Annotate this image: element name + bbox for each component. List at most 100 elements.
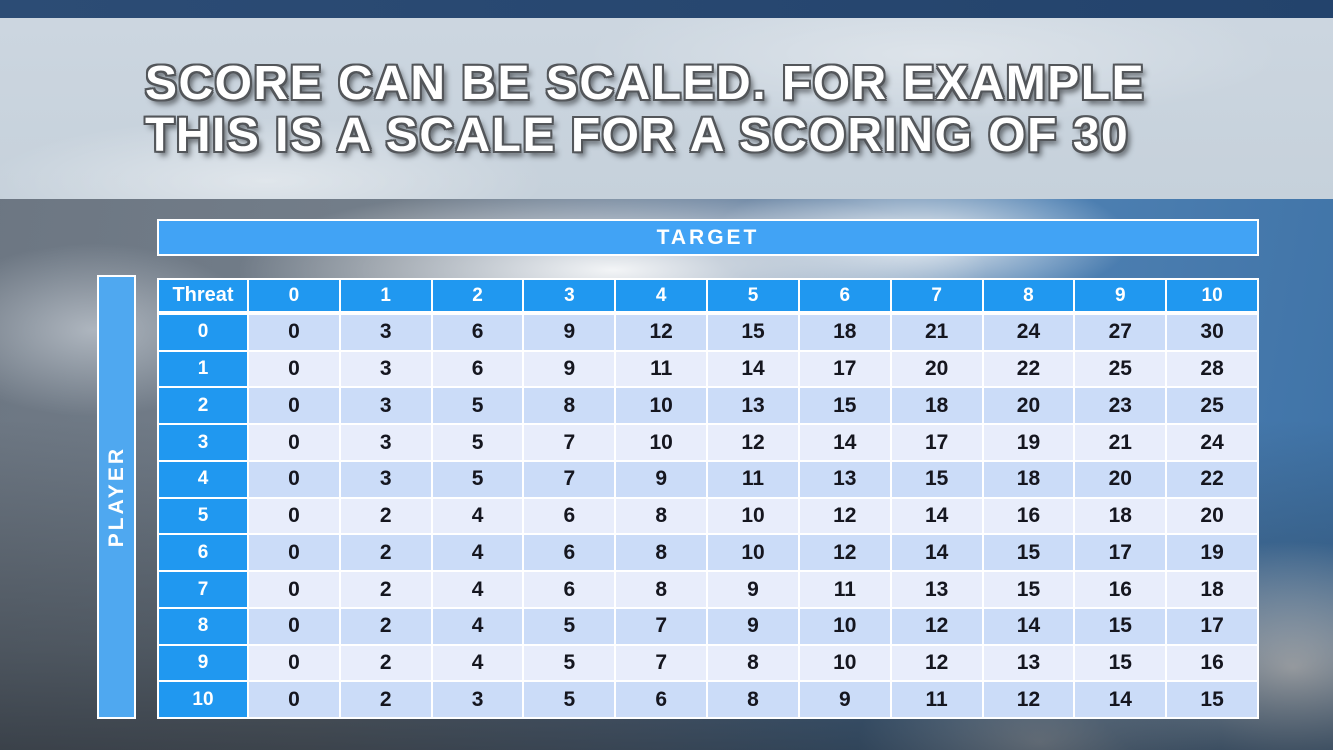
score-cell: 0 — [249, 388, 339, 424]
score-cell: 17 — [891, 425, 982, 460]
score-cell: 13 — [708, 388, 798, 424]
score-cell: 8 — [616, 535, 707, 571]
score-cell: 12 — [891, 645, 982, 681]
table-row: 6 0 2 4 6 8 10 12 14 15 17 19 — [159, 535, 1257, 571]
score-cell: 9 — [524, 315, 615, 350]
score-cell: 4 — [432, 645, 523, 681]
slide-title-line-1: SCORE CAN BE SCALED. FOR EXAMPLE — [145, 57, 1146, 110]
score-cell: 14 — [983, 608, 1074, 644]
score-table: Threat 0 1 2 3 4 5 6 7 8 9 10 0 0 3 6 9 12 15 18 21 24 27 30 1 0 3… — [157, 278, 1259, 719]
score-cell: 28 — [1167, 351, 1257, 387]
score-cell: 3 — [432, 682, 523, 718]
row-header-cell: 10 — [159, 682, 247, 718]
table-row: 1 0 3 6 9 11 14 17 20 22 25 28 — [159, 351, 1257, 387]
column-header-cell: 8 — [983, 280, 1074, 311]
score-cell: 6 — [524, 498, 615, 534]
score-cell: 0 — [249, 682, 339, 718]
score-cell: 2 — [340, 645, 431, 681]
slide-title-line-2: THIS IS A SCALE FOR A SCORING OF 30 — [145, 109, 1130, 162]
score-cell: 2 — [340, 572, 431, 607]
score-cell: 18 — [983, 461, 1074, 497]
score-cell: 7 — [524, 461, 615, 497]
row-header-cell: 2 — [159, 388, 247, 424]
player-axis-header: PLAYER — [97, 275, 136, 719]
score-cell: 17 — [1167, 608, 1257, 644]
table-row: 7 0 2 4 6 8 9 11 13 15 16 18 — [159, 572, 1257, 607]
score-cell: 11 — [891, 682, 982, 718]
score-cell: 8 — [524, 388, 615, 424]
score-cell: 22 — [983, 351, 1074, 387]
column-header-cell: 0 — [249, 280, 339, 311]
score-cell: 15 — [983, 535, 1074, 571]
score-cell: 18 — [799, 315, 890, 350]
table-row: 8 0 2 4 5 7 9 10 12 14 15 17 — [159, 608, 1257, 644]
column-header-cell: 2 — [432, 280, 523, 311]
score-cell: 13 — [891, 572, 982, 607]
score-cell: 25 — [1167, 388, 1257, 424]
score-cell: 25 — [1075, 351, 1166, 387]
score-cell: 4 — [432, 608, 523, 644]
score-cell: 4 — [432, 572, 523, 607]
score-cell: 4 — [432, 535, 523, 571]
score-cell: 12 — [799, 498, 890, 534]
score-cell: 8 — [616, 498, 707, 534]
row-header-cell: 3 — [159, 425, 247, 460]
score-cell: 6 — [616, 682, 707, 718]
table-row: 0 0 3 6 9 12 15 18 21 24 27 30 — [159, 315, 1257, 350]
score-cell: 14 — [891, 535, 982, 571]
score-cell: 5 — [524, 682, 615, 718]
score-cell: 13 — [799, 461, 890, 497]
score-cell: 2 — [340, 608, 431, 644]
score-cell: 12 — [799, 535, 890, 571]
score-cell: 2 — [340, 498, 431, 534]
score-cell: 22 — [1167, 461, 1257, 497]
score-cell: 11 — [708, 461, 798, 497]
score-cell: 5 — [524, 645, 615, 681]
score-cell: 18 — [891, 388, 982, 424]
score-cell: 10 — [616, 388, 707, 424]
row-header-cell: 5 — [159, 498, 247, 534]
score-cell: 27 — [1075, 315, 1166, 350]
score-cell: 3 — [340, 388, 431, 424]
score-cell: 23 — [1075, 388, 1166, 424]
score-cell: 12 — [891, 608, 982, 644]
score-cell: 15 — [1075, 645, 1166, 681]
row-header-cell: 0 — [159, 315, 247, 350]
score-cell: 9 — [799, 682, 890, 718]
score-cell: 5 — [524, 608, 615, 644]
score-cell: 3 — [340, 315, 431, 350]
row-header-cell: 1 — [159, 351, 247, 387]
score-cell: 7 — [616, 645, 707, 681]
title-band: SCORE CAN BE SCALED. FOR EXAMPLE THIS IS… — [0, 18, 1333, 199]
score-cell: 3 — [340, 461, 431, 497]
score-cell: 0 — [249, 351, 339, 387]
score-cell: 2 — [340, 535, 431, 571]
score-cell: 24 — [1167, 425, 1257, 460]
score-cell: 5 — [432, 461, 523, 497]
table-row: 10 0 2 3 5 6 8 9 11 12 14 15 — [159, 682, 1257, 718]
score-cell: 12 — [708, 425, 798, 460]
score-cell: 7 — [616, 608, 707, 644]
column-header-cell: 5 — [708, 280, 798, 311]
score-cell: 15 — [891, 461, 982, 497]
score-cell: 8 — [708, 645, 798, 681]
score-cell: 10 — [708, 535, 798, 571]
column-header-cell: 3 — [524, 280, 615, 311]
score-cell: 15 — [1167, 682, 1257, 718]
score-cell: 3 — [340, 351, 431, 387]
score-cell: 0 — [249, 498, 339, 534]
score-cell: 14 — [708, 351, 798, 387]
column-header-cell: 10 — [1167, 280, 1257, 311]
score-cell: 20 — [1167, 498, 1257, 534]
score-cell: 19 — [1167, 535, 1257, 571]
score-cell: 15 — [799, 388, 890, 424]
score-cell: 8 — [708, 682, 798, 718]
score-cell: 6 — [432, 351, 523, 387]
column-header-cell: 1 — [340, 280, 431, 311]
score-cell: 15 — [708, 315, 798, 350]
score-cell: 11 — [799, 572, 890, 607]
score-cell: 21 — [1075, 425, 1166, 460]
score-cell: 7 — [524, 425, 615, 460]
score-cell: 11 — [616, 351, 707, 387]
corner-header-threat: Threat — [159, 280, 247, 311]
